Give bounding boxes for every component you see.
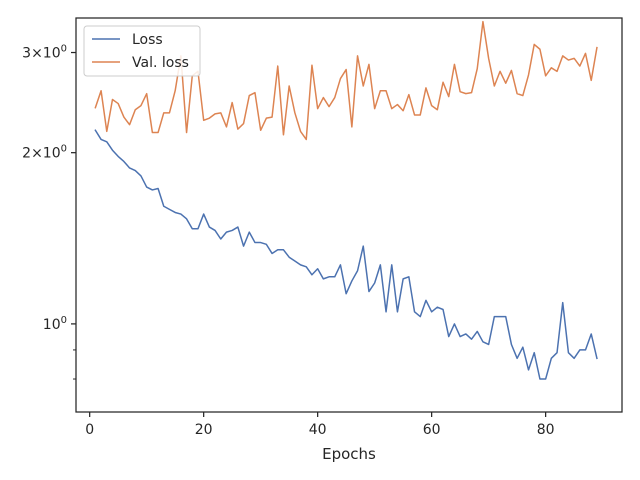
x-axis-label: Epochs [322, 445, 376, 463]
series-line-loss [94, 129, 598, 380]
x-axis: 0 20 40 60 80 [85, 412, 555, 438]
legend-label-val-loss: Val. loss [132, 55, 189, 71]
legend: Loss Val. loss [83, 25, 201, 77]
y-axis: 100 2×100 3×100 [22, 44, 76, 380]
y-tick-label: 3×100 [22, 44, 67, 62]
x-tick-label: 20 [195, 422, 213, 438]
legend-label-loss: Loss [132, 32, 163, 48]
plot-background [76, 18, 622, 412]
x-tick-label: 0 [85, 422, 94, 438]
x-tick-label: 60 [423, 422, 441, 438]
x-tick-label: 40 [309, 422, 327, 438]
plot-frame [75, 17, 623, 413]
y-tick-label: 100 [43, 315, 67, 333]
x-tick-label: 80 [537, 422, 555, 438]
y-tick-label: 2×100 [22, 144, 67, 162]
